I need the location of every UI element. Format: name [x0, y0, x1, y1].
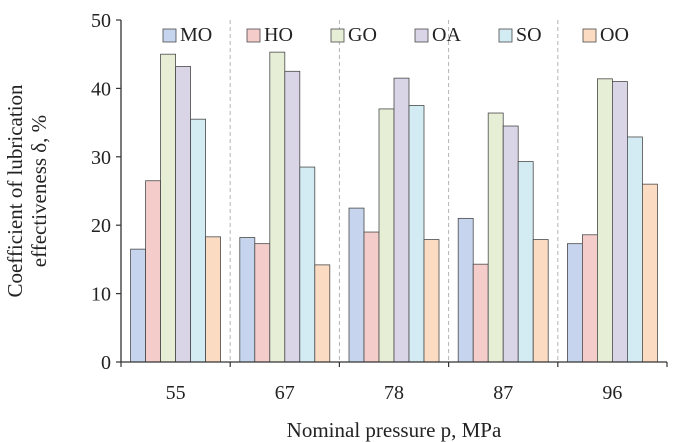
y-tick-label: 50: [91, 10, 111, 32]
legend-label-ho: HO: [264, 24, 293, 46]
legend-label-oa: OA: [432, 24, 461, 46]
x-ticks: 55 67 78 87 96: [120, 362, 668, 404]
bar-go-96: [597, 78, 613, 363]
x-tick-label: 87: [493, 382, 513, 404]
bar-ho-96: [582, 234, 598, 363]
bar-mo-78: [348, 207, 365, 363]
x-tick-label: 55: [166, 382, 186, 404]
bar-oo-78: [423, 239, 440, 363]
bar-so-96: [627, 136, 643, 363]
bars: [130, 51, 658, 363]
bar-go-78: [378, 108, 395, 363]
legend-swatch-oo: [582, 28, 597, 43]
legend-label-oo: OO: [600, 24, 629, 46]
y-tick-label: 20: [91, 215, 111, 237]
legend-swatch-oa: [414, 28, 429, 43]
legend-swatch-go: [330, 28, 345, 43]
legend-label-go: GO: [348, 24, 377, 46]
legend-label-mo: MO: [180, 24, 212, 46]
bar-oa-87: [502, 125, 519, 363]
axes: [120, 20, 667, 363]
y-tick-label: 0: [101, 352, 111, 374]
bar-oo-55: [205, 236, 222, 363]
grid-lines: [229, 20, 559, 362]
y-ticks: 0 10 20 30 40 50: [91, 10, 121, 374]
bar-ho-55: [145, 180, 162, 363]
y-tick-label: 30: [91, 147, 111, 169]
bar-oa-78: [393, 77, 410, 363]
bar-mo-67: [239, 237, 256, 363]
bar-so-87: [517, 161, 534, 363]
legend-swatch-ho: [246, 28, 261, 43]
bar-oo-96: [642, 183, 658, 363]
x-tick-label: 67: [275, 382, 295, 404]
y-axis-label-line: effectiveness δ, %: [27, 115, 51, 267]
bar-oa-67: [284, 70, 301, 363]
bar-go-67: [269, 51, 286, 363]
bar-mo-55: [130, 248, 147, 363]
bar-ho-78: [363, 231, 380, 363]
y-axis-label-line: Coefficient of lubrication: [3, 84, 27, 298]
y-tick-label: 40: [91, 78, 111, 100]
bar-mo-87: [457, 217, 474, 363]
x-tick-label: 78: [384, 382, 404, 404]
bar-mo-96: [567, 243, 583, 363]
bar-so-78: [408, 105, 425, 363]
bar-oa-96: [612, 81, 628, 363]
y-axis-label: Coefficient of lubrication effectiveness …: [3, 84, 51, 298]
bar-so-55: [190, 118, 207, 363]
legend-swatch-mo: [162, 28, 177, 43]
bar-oa-55: [175, 66, 192, 363]
bar-oo-67: [314, 264, 331, 363]
bar-oo-87: [532, 239, 549, 363]
legend-swatch-so: [498, 28, 513, 43]
bar-ho-87: [472, 263, 489, 363]
y-tick-label: 10: [91, 284, 111, 306]
x-tick-label: 96: [602, 382, 622, 404]
bar-ho-67: [254, 243, 271, 363]
bar-so-67: [299, 166, 316, 363]
x-axis-label: Nominal pressure p, MPa: [287, 418, 502, 442]
bar-go-55: [160, 53, 177, 363]
legend-label-so: SO: [516, 24, 542, 46]
legend: MO HO GO OA SO OO: [162, 24, 629, 46]
bar-go-87: [487, 112, 504, 363]
